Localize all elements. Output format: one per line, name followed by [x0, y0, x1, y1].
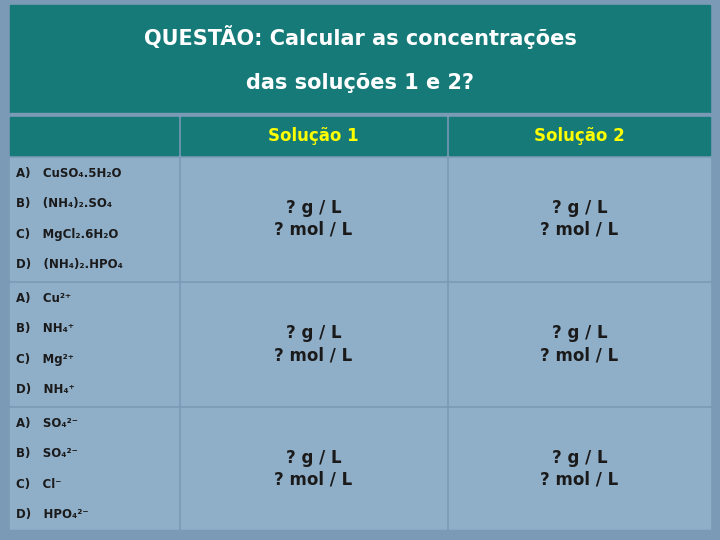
Text: D)   (NH₄)₂.HPO₄: D) (NH₄)₂.HPO₄: [16, 258, 123, 271]
Text: ? mol / L: ? mol / L: [274, 346, 353, 364]
Text: C)   Mg²⁺: C) Mg²⁺: [16, 353, 74, 366]
Bar: [10, 117, 178, 155]
Bar: [181, 408, 446, 530]
Text: ? mol / L: ? mol / L: [274, 221, 353, 239]
Bar: [181, 283, 446, 405]
Text: ? mol / L: ? mol / L: [541, 221, 618, 239]
Text: B)   SO₄²⁻: B) SO₄²⁻: [16, 447, 78, 460]
Text: B)   (NH₄)₂.SO₄: B) (NH₄)₂.SO₄: [16, 197, 112, 210]
Bar: [449, 158, 710, 280]
Bar: [449, 283, 710, 405]
Text: Solução 2: Solução 2: [534, 127, 625, 145]
Bar: [10, 283, 178, 405]
Text: ? g / L: ? g / L: [286, 449, 341, 467]
Text: A)   SO₄²⁻: A) SO₄²⁻: [16, 417, 78, 430]
Text: ? g / L: ? g / L: [286, 199, 341, 217]
Bar: [181, 158, 446, 280]
Text: A)   Cu²⁺: A) Cu²⁺: [16, 292, 71, 305]
Bar: [10, 408, 178, 530]
Text: das soluções 1 e 2?: das soluções 1 e 2?: [246, 73, 474, 93]
Text: C)   Cl⁻: C) Cl⁻: [16, 478, 61, 491]
Text: C)   MgCl₂.6H₂O: C) MgCl₂.6H₂O: [16, 228, 118, 241]
Bar: [181, 117, 446, 155]
Bar: [10, 530, 710, 540]
Bar: [449, 408, 710, 530]
Text: ? mol / L: ? mol / L: [274, 471, 353, 489]
Text: D)   HPO₄²⁻: D) HPO₄²⁻: [16, 508, 89, 521]
Bar: [10, 5, 710, 113]
Text: B)   NH₄⁺: B) NH₄⁺: [16, 322, 74, 335]
Text: A)   CuSO₄.5H₂O: A) CuSO₄.5H₂O: [16, 167, 122, 180]
Bar: [449, 117, 710, 155]
Text: ? mol / L: ? mol / L: [541, 471, 618, 489]
Bar: [10, 113, 710, 117]
Text: ? mol / L: ? mol / L: [541, 346, 618, 364]
Bar: [10, 158, 178, 280]
Text: ? g / L: ? g / L: [552, 449, 607, 467]
Text: D)   NH₄⁺: D) NH₄⁺: [16, 383, 75, 396]
Text: ? g / L: ? g / L: [552, 199, 607, 217]
Text: Solução 1: Solução 1: [268, 127, 359, 145]
Text: ? g / L: ? g / L: [286, 324, 341, 342]
Text: QUESTÃO: Calcular as concentrações: QUESTÃO: Calcular as concentrações: [143, 25, 577, 49]
Text: ? g / L: ? g / L: [552, 324, 607, 342]
